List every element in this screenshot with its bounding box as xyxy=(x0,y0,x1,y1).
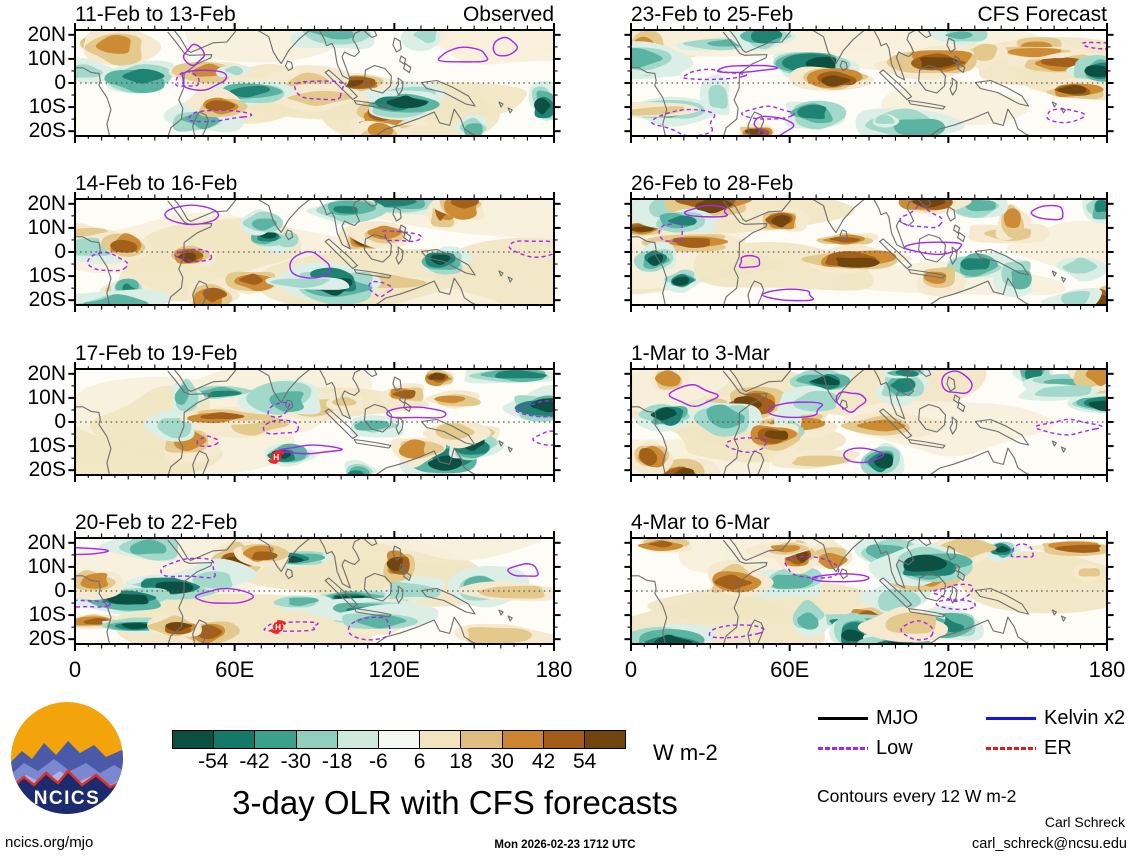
x-axis-tick-label: 120E xyxy=(922,657,974,682)
y-axis-tick-label: 10S xyxy=(28,95,66,119)
panel-title-row: 17-Feb to 19-Feb xyxy=(75,342,554,366)
contour-interval-note: Contours every 12 W m-2 xyxy=(817,786,1017,806)
y-axis-tick-label: 10N xyxy=(27,554,66,578)
colorbar-segment xyxy=(461,731,503,748)
y-axis-tick-label: 20S xyxy=(28,627,66,651)
colorbar-tick-label: 30 xyxy=(490,750,514,773)
colorbar-unit-label: W m-2 xyxy=(653,740,718,765)
olr-map-panel: H xyxy=(68,531,561,651)
colorbar-tick-label: -18 xyxy=(321,750,353,773)
tropical-cyclone-icon: H xyxy=(267,450,285,464)
olr-map-panel xyxy=(624,23,1114,143)
panel-title: 20-Feb to 22-Feb xyxy=(75,511,238,534)
colorbar-tick-label: -54 xyxy=(198,750,229,773)
logo-red-ridge xyxy=(11,769,123,790)
olr-map-panel xyxy=(68,192,561,312)
colorbar-segment xyxy=(584,731,626,748)
timestamp: Mon 2026-02-23 1712 UTC xyxy=(494,839,636,851)
x-axis-tick-label: 0 xyxy=(68,657,82,682)
legend-line-kelvin-x2 xyxy=(986,717,1036,720)
y-axis-tick-label: 20N xyxy=(27,530,66,554)
colorbar-tick-label: -6 xyxy=(369,750,388,773)
tropical-cyclone-icon: H xyxy=(269,620,287,634)
y-axis-tick-label: 20S xyxy=(28,288,66,312)
olr-map-panel xyxy=(624,531,1114,651)
colorbar-segment xyxy=(378,731,421,748)
colorbar-tick-label: -30 xyxy=(280,750,311,773)
x-axis-tick-label: 0 xyxy=(624,657,638,682)
y-axis-tick-label: 20N xyxy=(27,22,66,46)
legend-line-er xyxy=(986,747,1036,750)
y-axis-tick-label: 10S xyxy=(28,434,66,458)
y-axis-tick-label: 20N xyxy=(27,361,66,385)
colorbar-segment xyxy=(255,731,297,748)
y-axis-tick-label: 0 xyxy=(54,240,66,263)
legend-item-label: Kelvin x2 xyxy=(1044,707,1126,729)
panel-title-row: 4-Mar to 6-Mar xyxy=(631,511,1107,535)
legend-item-label: MJO xyxy=(876,707,919,729)
panel-title-row: 23-Feb to 25-Feb CFS Forecast xyxy=(631,3,1107,27)
legend-line-mjo xyxy=(818,717,868,720)
panel-corner-label: CFS Forecast xyxy=(977,3,1107,26)
ncics-logo: NCICS xyxy=(11,702,123,814)
panel-title: 17-Feb to 19-Feb xyxy=(75,342,238,365)
y-axis-tick-label: 20S xyxy=(28,458,66,482)
colorbar-tick-label: 54 xyxy=(573,750,597,773)
colorbar-segment xyxy=(214,731,256,748)
panel-corner-label: Observed xyxy=(462,3,554,26)
colorbar-tick-label: 6 xyxy=(413,750,426,773)
svg-text:H: H xyxy=(273,453,279,462)
panel-title-row: 1-Mar to 3-Mar xyxy=(631,342,1107,366)
main-title: 3-day OLR with CFS forecasts xyxy=(232,784,678,821)
legend-line-low xyxy=(818,747,868,750)
colorbar xyxy=(172,730,626,749)
credit-name: Carl Schreck xyxy=(1044,814,1125,830)
y-axis-tick-label: 10N xyxy=(27,385,66,409)
x-axis-tick-label: 120E xyxy=(368,657,420,682)
panel-title: 4-Mar to 6-Mar xyxy=(631,511,770,534)
colorbar-segment xyxy=(337,731,379,748)
colorbar-tick-label: 18 xyxy=(449,750,473,773)
colorbar-segment xyxy=(502,731,544,748)
y-axis-tick-label: 10S xyxy=(28,264,66,288)
y-axis-tick-label: 10N xyxy=(27,215,66,239)
legend-item-label: ER xyxy=(1044,737,1072,759)
x-axis-tick-label: 180 xyxy=(535,657,573,682)
colorbar-tick-label: 42 xyxy=(531,750,556,773)
legend-item-label: Low xyxy=(876,737,913,759)
panel-title-row: 26-Feb to 28-Feb xyxy=(631,172,1107,196)
x-axis-tick-label: 180 xyxy=(1088,657,1126,682)
panel-title-row: 11-Feb to 13-Feb Observed xyxy=(75,3,554,27)
colorbar-segment xyxy=(420,731,462,748)
y-axis-tick-label: 0 xyxy=(54,410,66,433)
panel-title: 11-Feb to 13-Feb xyxy=(75,3,236,26)
panel-title: 14-Feb to 16-Feb xyxy=(75,172,238,195)
y-axis-tick-label: 20N xyxy=(27,191,66,215)
x-axis-tick-label: 60E xyxy=(770,657,810,682)
panel-title-row: 14-Feb to 16-Feb xyxy=(75,172,554,196)
credit-email: carl_schreck@ncsu.edu xyxy=(972,836,1127,852)
website-text: ncics.org/mjo xyxy=(5,834,94,851)
olr-map-panel xyxy=(624,362,1114,482)
y-axis-tick-label: 10N xyxy=(27,46,66,70)
svg-text:H: H xyxy=(275,623,281,632)
colorbar-segment xyxy=(296,731,338,748)
olr-map-panel: H xyxy=(68,362,561,482)
x-axis-tick-label: 60E xyxy=(215,657,255,682)
olr-map-panel xyxy=(68,23,561,143)
panel-title: 23-Feb to 25-Feb xyxy=(631,3,794,26)
logo-text: NCICS xyxy=(34,788,101,809)
colorbar-tick-label: -42 xyxy=(239,750,270,773)
olr-map-panel xyxy=(624,192,1114,312)
panel-title-row: 20-Feb to 22-Feb xyxy=(75,511,554,535)
y-axis-tick-label: 10S xyxy=(28,603,66,627)
panel-title: 1-Mar to 3-Mar xyxy=(631,342,770,365)
y-axis-tick-label: 0 xyxy=(54,579,66,602)
panel-title: 26-Feb to 28-Feb xyxy=(631,172,794,195)
colorbar-segment xyxy=(543,731,585,748)
y-axis-tick-label: 20S xyxy=(28,119,66,143)
colorbar-segment xyxy=(173,731,215,748)
y-axis-tick-label: 0 xyxy=(54,71,66,94)
